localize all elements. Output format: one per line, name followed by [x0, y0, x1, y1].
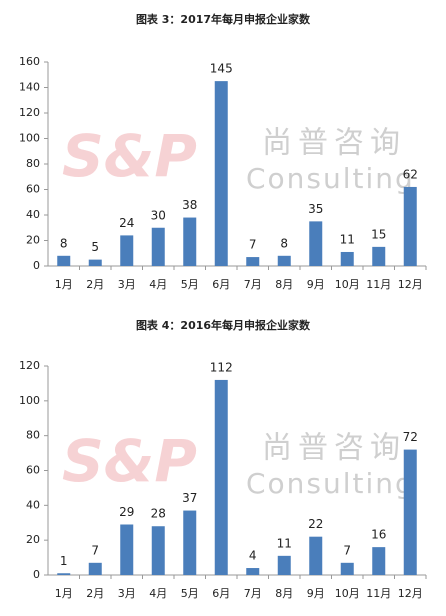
x-tick-label: 7月 [244, 278, 262, 291]
bar [151, 227, 165, 266]
x-tick-label: 2月 [86, 278, 104, 291]
bar [403, 186, 417, 266]
y-tick-label: 40 [26, 208, 40, 221]
value-label: 7 [91, 543, 99, 557]
y-tick-label: 100 [19, 394, 40, 407]
bar [403, 449, 417, 575]
bar [340, 251, 354, 266]
value-label: 37 [182, 491, 197, 505]
value-label: 30 [151, 208, 166, 222]
x-tick-label: 8月 [275, 278, 293, 291]
watermark-cn: 尚普咨询 [262, 431, 406, 466]
x-tick-label: 4月 [149, 587, 167, 600]
y-tick-label: 120 [19, 106, 40, 119]
y-tick-label: 60 [26, 464, 40, 477]
value-label: 24 [119, 216, 134, 230]
x-tick-label: 5月 [181, 278, 199, 291]
x-tick-label: 12月 [398, 587, 423, 600]
bar [246, 257, 260, 266]
y-tick-label: 80 [26, 429, 40, 442]
y-tick-label: 80 [26, 157, 40, 170]
watermark-en: Consulting [246, 467, 415, 500]
bar [214, 81, 228, 266]
bar [183, 217, 197, 266]
y-tick-label: 160 [19, 55, 40, 68]
value-label: 11 [277, 536, 292, 550]
x-tick-label: 7月 [244, 587, 262, 600]
y-tick-label: 20 [26, 234, 40, 247]
y-tick-label: 120 [19, 359, 40, 372]
y-tick-label: 100 [19, 132, 40, 145]
x-tick-label: 10月 [335, 587, 360, 600]
bar [88, 259, 102, 266]
bar [88, 562, 102, 575]
bar [246, 568, 260, 575]
watermark-logo: S&P [62, 122, 197, 190]
x-tick-label: 6月 [212, 278, 230, 291]
bar [120, 524, 134, 575]
value-label: 16 [371, 528, 386, 542]
value-label: 145 [210, 62, 233, 76]
value-label: 22 [308, 517, 323, 531]
x-tick-label: 10月 [335, 278, 360, 291]
bar [277, 255, 291, 266]
value-label: 11 [340, 232, 355, 246]
bar [120, 235, 134, 266]
value-label: 8 [60, 236, 68, 250]
x-tick-label: 11月 [366, 278, 391, 291]
value-label: 7 [249, 238, 257, 252]
value-label: 28 [151, 507, 166, 521]
value-label: 35 [308, 202, 323, 216]
watermark-en: Consulting [246, 162, 415, 195]
x-tick-label: 11月 [366, 587, 391, 600]
y-tick-label: 60 [26, 183, 40, 196]
x-tick-label: 1月 [55, 278, 73, 291]
watermark-cn: 尚普咨询 [262, 126, 406, 161]
chart-title: 图表 3：2017年每月申报企业家数 [136, 12, 311, 26]
value-label: 62 [403, 167, 418, 181]
x-tick-label: 4月 [149, 278, 167, 291]
x-tick-label: 12月 [398, 278, 423, 291]
bar [57, 255, 71, 266]
bar [183, 510, 197, 575]
x-tick-label: 3月 [118, 587, 136, 600]
x-tick-label: 3月 [118, 278, 136, 291]
y-tick-label: 0 [33, 259, 40, 272]
bar [57, 573, 71, 575]
x-tick-label: 9月 [307, 587, 325, 600]
value-label: 29 [119, 505, 134, 519]
chart-title: 图表 4：2016年每月申报企业家数 [136, 318, 311, 332]
bar [214, 379, 228, 575]
x-tick-label: 8月 [275, 587, 293, 600]
x-tick-label: 1月 [55, 587, 73, 600]
x-tick-label: 6月 [212, 587, 230, 600]
y-tick-label: 140 [19, 81, 40, 94]
value-label: 8 [280, 236, 288, 250]
bar [372, 547, 386, 575]
value-label: 7 [343, 543, 351, 557]
bar [151, 526, 165, 575]
value-label: 15 [371, 227, 386, 241]
value-label: 1 [60, 554, 68, 568]
value-label: 72 [403, 430, 418, 444]
bar [309, 536, 323, 575]
value-label: 5 [91, 240, 99, 254]
y-tick-label: 20 [26, 533, 40, 546]
x-tick-label: 5月 [181, 587, 199, 600]
bar [372, 246, 386, 266]
y-tick-label: 40 [26, 498, 40, 511]
bar [340, 562, 354, 575]
bar [277, 555, 291, 575]
value-label: 112 [210, 360, 233, 374]
value-label: 38 [182, 198, 197, 212]
watermark-logo: S&P [62, 427, 197, 495]
x-tick-label: 9月 [307, 278, 325, 291]
value-label: 4 [249, 549, 257, 563]
x-tick-label: 2月 [86, 587, 104, 600]
y-tick-label: 0 [33, 568, 40, 581]
bar [309, 221, 323, 266]
